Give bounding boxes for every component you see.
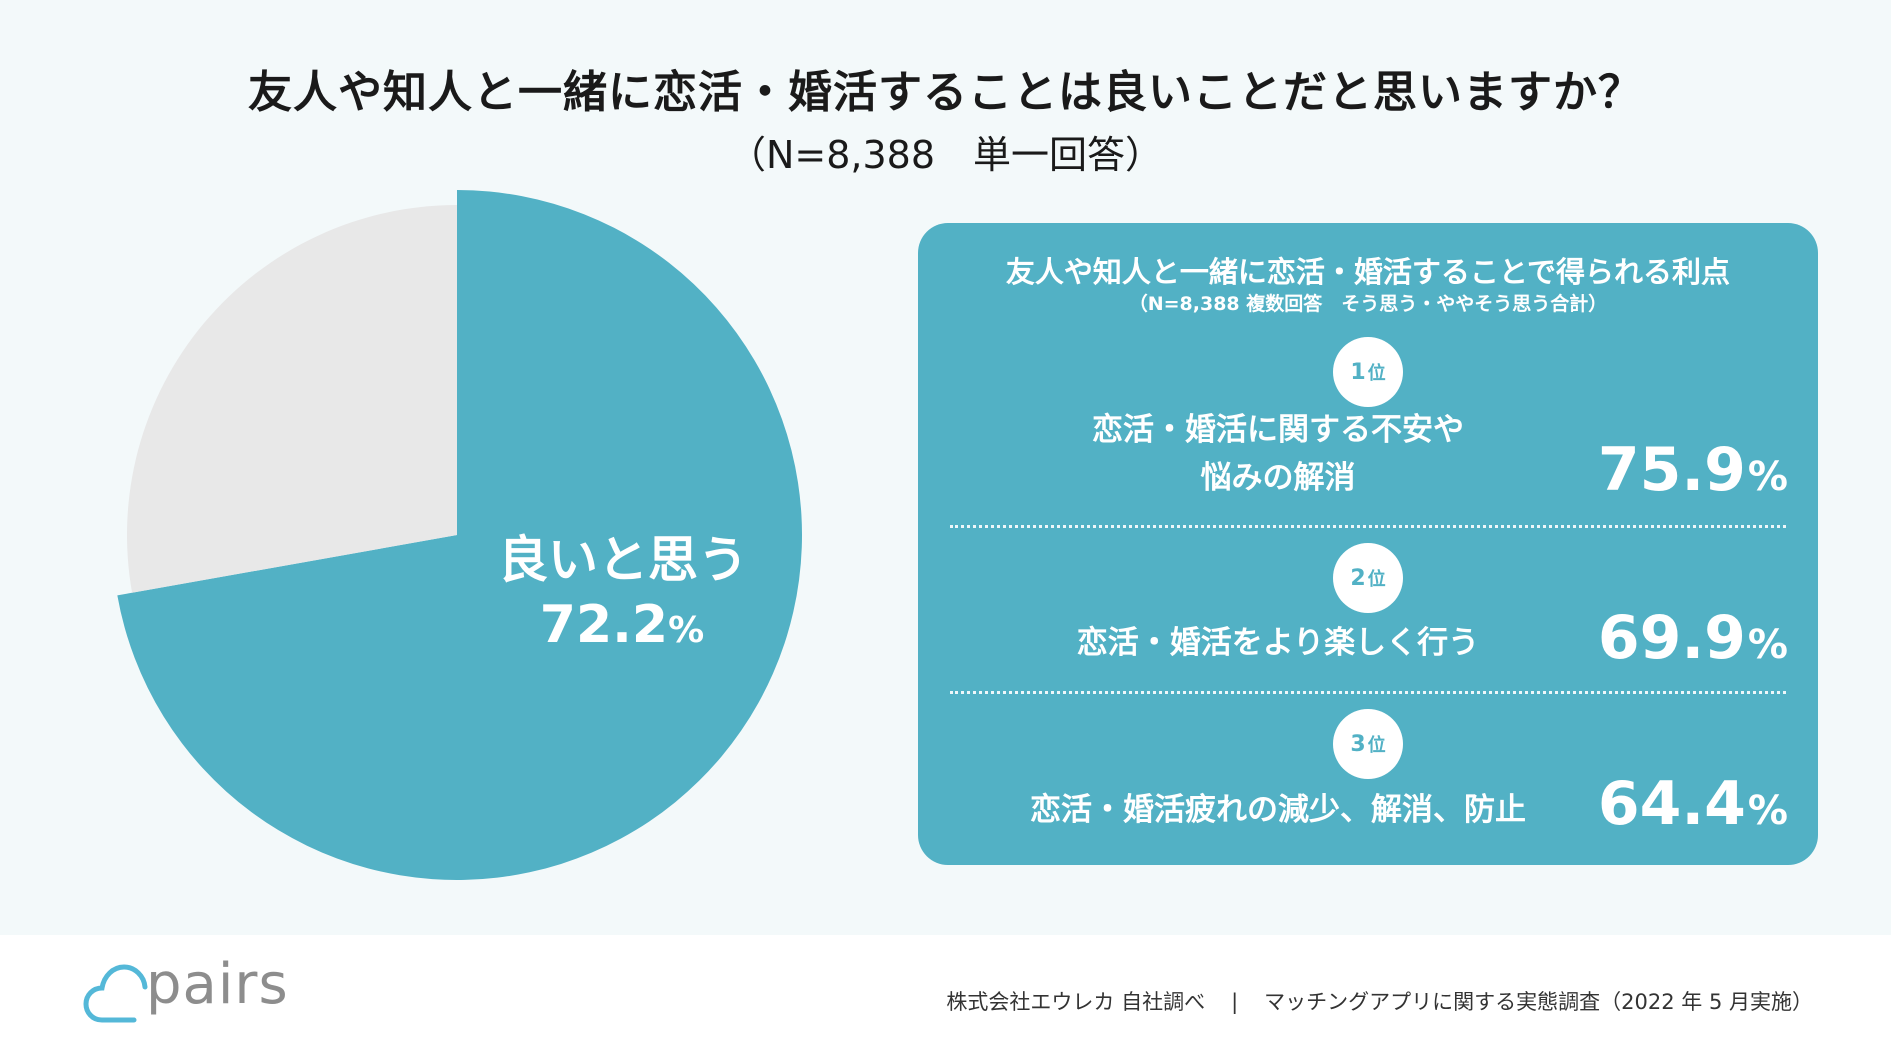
- benefit-label-2: 恋活・婚活をより楽しく行う: [1076, 625, 1480, 661]
- pie-main-value-unit: %: [668, 610, 705, 651]
- pie-main-value-number: 72.2: [539, 595, 669, 655]
- pie-slice-1: [127, 205, 457, 593]
- benefits-panel: 友人や知人と一緒に恋活・婚活することで得られる利点 （N=8,388 複数回答 …: [918, 223, 1818, 865]
- panel-note: （N=8,388 複数回答 そう思う・ややそう思う合計）: [1128, 293, 1608, 315]
- logo-text: pairs: [146, 952, 289, 1017]
- benefit-value-1-unit: %: [1747, 454, 1788, 500]
- main-area: 友人や知人と一緒に恋活・婚活することは良いことだと思いますか？ （N=8,388…: [0, 0, 1891, 935]
- benefit-value-3-number: 64.4: [1597, 769, 1746, 839]
- benefit-label-1-line1: 恋活・婚活に関する不安や: [1092, 412, 1464, 448]
- survey-text: マッチングアプリに関する実態調査（2022 年 5 月実施）: [1264, 990, 1813, 1014]
- benefit-label-1-line2: 悩みの解消: [1200, 460, 1356, 496]
- rank-number: 1: [1350, 359, 1366, 385]
- footer-source: 株式会社エウレカ 自社調べ | マッチングアプリに関する実態調査（2022 年 5 …: [946, 986, 1813, 1016]
- pie-main-label: 良いと思う 72.2%: [498, 528, 748, 664]
- pie-chart: [112, 190, 802, 880]
- benefit-value-2-unit: %: [1747, 622, 1788, 668]
- benefit-value-3-unit: %: [1747, 788, 1788, 834]
- benefit-value-3: 64.4%: [1598, 769, 1788, 839]
- footer-separator: |: [1231, 990, 1239, 1014]
- benefit-label-1: 恋活・婚活に関する不安や 悩みの解消: [918, 406, 1638, 502]
- rank-unit: 位: [1367, 569, 1386, 590]
- cloud-icon: [83, 964, 148, 1023]
- benefit-value-1: 75.9%: [1598, 435, 1788, 505]
- pie-svg: [117, 190, 802, 880]
- benefit-value-2: 69.9%: [1598, 603, 1788, 673]
- pie-main-label-text: 良いと思う: [498, 531, 748, 589]
- pie-slice-0: [117, 190, 802, 880]
- chart-subtitle: （N=8,388 単一回答）: [727, 133, 1164, 177]
- rank-unit: 位: [1367, 735, 1386, 756]
- rank-number: 3: [1350, 731, 1366, 757]
- source-text: 株式会社エウレカ 自社調べ: [946, 990, 1206, 1014]
- pie-main-label-value: 72.2%: [498, 592, 746, 664]
- divider-1: [950, 525, 1786, 528]
- rank-unit: 位: [1367, 363, 1386, 384]
- panel-title: 友人や知人と一緒に恋活・婚活することで得られる利点: [1005, 255, 1731, 289]
- chart-title: 友人や知人と一緒に恋活・婚活することは良いことだと思いますか？: [248, 67, 1643, 118]
- pairs-logo: pairs: [82, 950, 322, 1030]
- benefit-label-3: 恋活・婚活疲れの減少、解消、防止: [1030, 792, 1526, 828]
- benefit-value-1-number: 75.9: [1597, 435, 1746, 505]
- divider-2: [950, 691, 1786, 694]
- rank-number: 2: [1350, 565, 1366, 591]
- benefit-value-2-number: 69.9: [1597, 603, 1746, 673]
